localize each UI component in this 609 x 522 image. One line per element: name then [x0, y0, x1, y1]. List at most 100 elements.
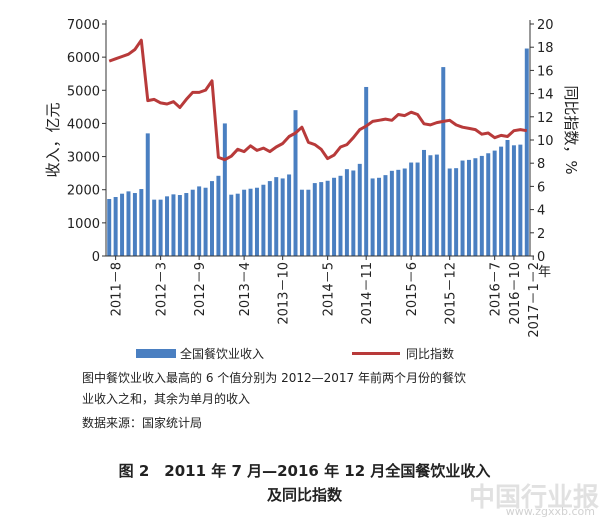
right-tick-label: 20: [537, 18, 554, 33]
bar: [402, 168, 407, 256]
bar: [351, 170, 356, 256]
right-tick-label: 6: [537, 180, 545, 195]
bar: [113, 197, 118, 256]
left-tick-label: 6000: [67, 51, 100, 66]
x-tick-label: 2014－5: [322, 262, 337, 316]
x-tick-label: 2016－7: [489, 262, 504, 316]
left-axis-title: 收入，亿元: [44, 102, 62, 177]
bar: [505, 140, 510, 256]
bar: [492, 150, 497, 256]
bar: [145, 133, 150, 256]
right-tick-label: 18: [537, 41, 554, 56]
right-tick-label: 0: [537, 250, 545, 265]
right-tick-label: 8: [537, 157, 545, 172]
bar: [280, 178, 285, 256]
right-tick-label: 12: [537, 111, 554, 126]
watermark-logo: 中国行业报: [468, 483, 599, 513]
x-tick-label: 2015－6: [405, 262, 420, 316]
bar: [293, 110, 298, 257]
legend-line-swatch: [352, 352, 400, 355]
bar: [203, 187, 208, 256]
x-tick-label: 2017－1－2: [527, 262, 542, 338]
x-tick-label: 2014－11: [360, 262, 375, 325]
bar: [254, 187, 259, 256]
bar: [364, 86, 369, 256]
bar: [325, 180, 330, 256]
bar: [389, 170, 394, 256]
bar: [261, 184, 266, 256]
bar: [190, 189, 195, 256]
bar: [370, 178, 375, 256]
left-tick-label: 0: [92, 250, 100, 265]
bar: [222, 123, 227, 256]
bar: [428, 155, 433, 256]
bar: [434, 154, 439, 256]
legend-item-index: 同比指数: [352, 345, 454, 362]
figure-caption-line-1: 图 2 2011 年 7 月—2016 年 12 月全国餐饮业收入: [118, 462, 491, 480]
bar: [357, 163, 362, 256]
right-tick-label: 10: [537, 134, 554, 149]
right-tick-label: 4: [537, 204, 545, 219]
chart: 0 1000 2000 3000 4000 5000 6000 7000 0 2 4 6 8 10 12 14…: [44, 18, 580, 338]
bar: [171, 194, 176, 256]
bar: [242, 189, 247, 256]
bar: [165, 196, 170, 256]
bar: [332, 177, 337, 256]
bar: [441, 67, 446, 256]
x-tick-label: 2016－10: [508, 262, 523, 325]
bar: [158, 199, 163, 256]
bar: [184, 193, 189, 256]
left-tick-label: 3000: [67, 151, 100, 166]
bar: [210, 181, 214, 256]
legend-bar-swatch: [136, 349, 176, 358]
left-tick-label: 7000: [67, 18, 100, 33]
bar: [120, 193, 125, 256]
bar: [409, 162, 414, 256]
bar: [377, 177, 382, 256]
x-tick-label: 2011－8: [110, 262, 125, 316]
x-tick-label: 2015－12: [444, 262, 459, 325]
bar: [177, 195, 182, 256]
bar: [274, 177, 279, 256]
bar: [229, 194, 234, 256]
bar: [518, 144, 523, 256]
bar: [312, 183, 317, 256]
legend-item-income: 全国餐饮业收入: [136, 345, 264, 362]
bar: [126, 191, 131, 256]
x-tick-label: 2012－9: [193, 262, 208, 316]
bar: [132, 193, 137, 256]
watermark-url: www.zgxxb.com: [505, 505, 595, 518]
right-tick-label: 14: [537, 88, 554, 103]
bar: [486, 153, 491, 256]
bar: [299, 189, 304, 256]
bar: [344, 169, 349, 256]
bar: [338, 175, 343, 256]
note-line-2: 业收入之和，其余为单月的收入: [82, 392, 251, 406]
bar: [479, 155, 484, 256]
bar: [107, 198, 112, 256]
bar: [248, 188, 253, 256]
bar: [422, 149, 426, 256]
left-tick-label: 2000: [67, 184, 100, 199]
index-line: [108, 38, 528, 162]
left-tick-label: 4000: [67, 117, 100, 132]
note-line-1: 图中餐饮业收入最高的 6 个值分别为 2012—2017 年前两个月份的餐饮: [82, 371, 466, 385]
bar: [415, 162, 420, 256]
note-source: 数据来源：国家统计局: [82, 416, 203, 430]
bar: [383, 175, 388, 256]
bar: [235, 193, 240, 256]
bar: [447, 168, 452, 256]
legend-bar-label: 全国餐饮业收入: [180, 347, 265, 361]
right-tick-label: 16: [537, 64, 554, 79]
bar: [396, 169, 401, 256]
bar: [152, 199, 157, 256]
bar: [454, 168, 459, 256]
bar: [306, 189, 311, 256]
bar: [267, 181, 272, 256]
left-tick-label: 5000: [67, 84, 100, 99]
right-axis-title: 同比指数，%: [562, 85, 580, 174]
x-axis-unit: 年: [538, 265, 551, 280]
bar: [460, 160, 465, 256]
bar: [499, 146, 504, 256]
bar: [524, 48, 529, 257]
